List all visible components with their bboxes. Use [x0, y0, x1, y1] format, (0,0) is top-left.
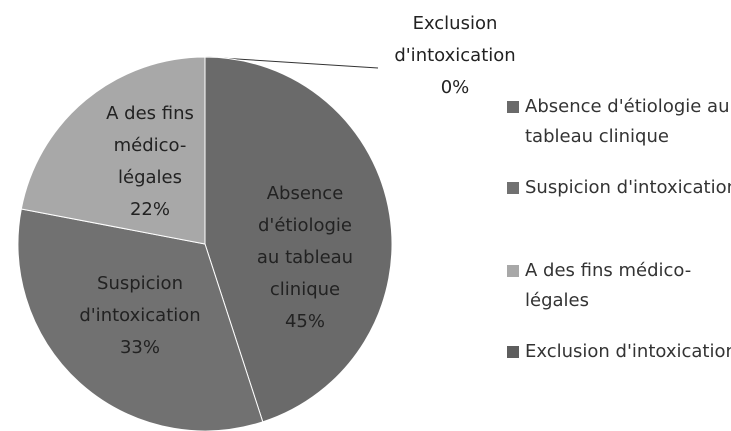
- legend-entry: A des fins médico-légales: [505, 256, 731, 316]
- legend-label: Suspicion d'intoxication: [525, 177, 731, 198]
- legend-label: Absence d'étiologie au tableau clinique: [525, 96, 730, 147]
- legend-label: Exclusion d'intoxication: [525, 341, 731, 362]
- legend-label: A des fins médico-légales: [525, 260, 692, 311]
- legend-entry: Exclusion d'intoxication: [505, 337, 731, 367]
- legend-entry: Suspicion d'intoxication: [505, 173, 731, 203]
- data-label-name: A des fins médico-légales: [106, 103, 194, 188]
- data-label-name: Absence d'étiologie au tableau clinique: [256, 183, 354, 300]
- data-label: A des fins médico-légales 22%: [85, 98, 215, 226]
- legend-swatch: [507, 265, 519, 277]
- legend-swatch: [507, 182, 519, 194]
- data-label-value: 0%: [440, 77, 470, 98]
- data-label: Absence d'étiologie au tableau clinique 4…: [245, 178, 365, 338]
- data-label-name: Exclusion d'intoxication: [394, 13, 516, 66]
- data-label-value: 22%: [129, 199, 170, 220]
- data-label-value: 45%: [284, 311, 325, 332]
- legend-swatch: [507, 101, 519, 113]
- data-label-name: Suspicion d'intoxication: [79, 273, 201, 326]
- legend-swatch: [507, 346, 519, 358]
- data-label: Suspicion d'intoxication 33%: [60, 268, 220, 364]
- pie-slice: [204, 56, 393, 423]
- data-label: Exclusion d'intoxication 0%: [375, 8, 535, 104]
- legend-entry: Absence d'étiologie au tableau clinique: [505, 92, 731, 152]
- data-label-value: 33%: [119, 337, 160, 358]
- pie-slice: [20, 56, 206, 245]
